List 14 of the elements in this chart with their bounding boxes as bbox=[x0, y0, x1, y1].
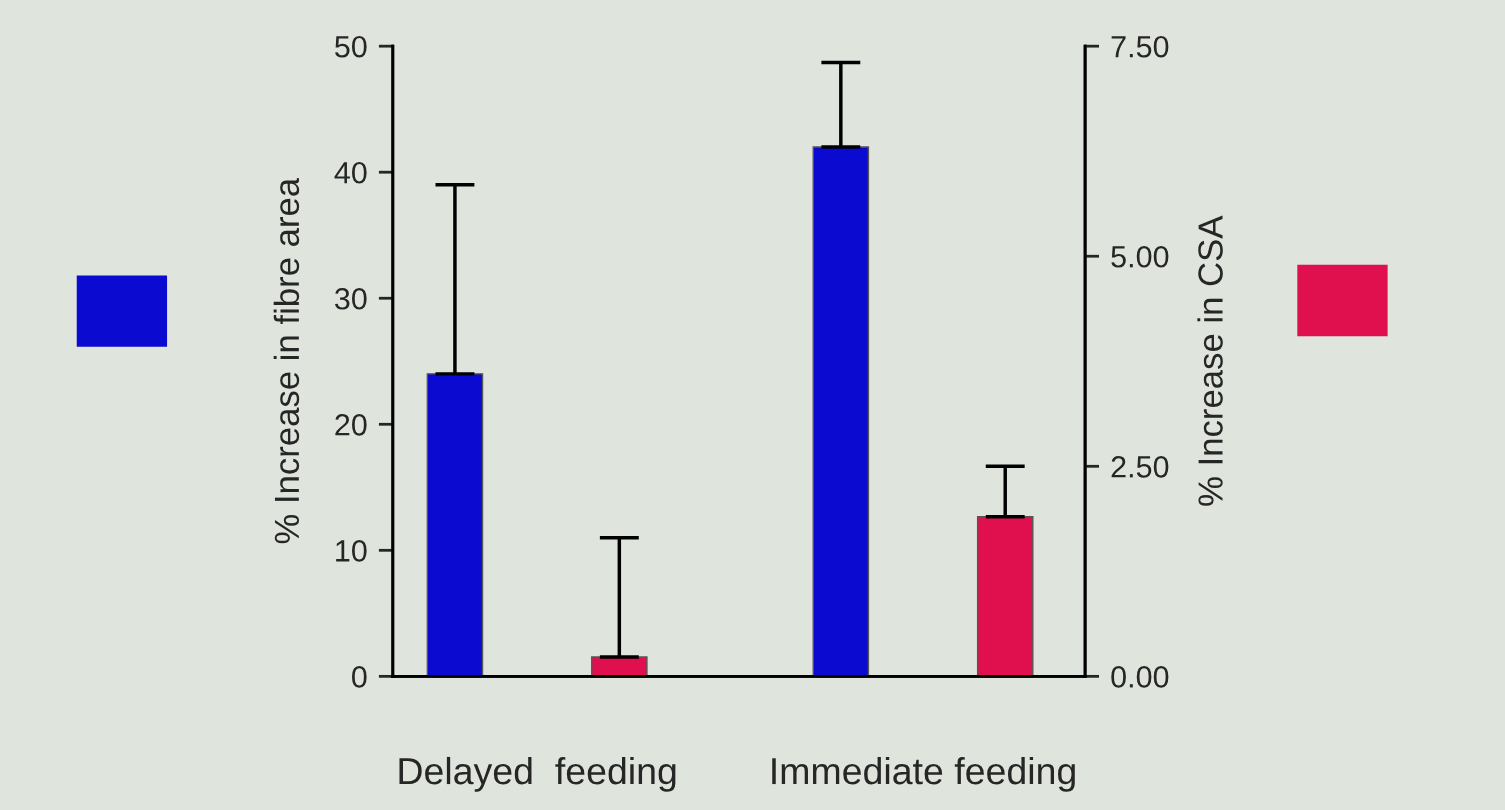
y-tick-label: 10 bbox=[336, 540, 367, 562]
y2-tick-label: 2.50 bbox=[1111, 456, 1169, 478]
y-tick-label: 50 bbox=[335, 35, 367, 58]
x-tick-label: Immediate feeding bbox=[772, 756, 1075, 792]
y-tick-label: 20 bbox=[335, 414, 367, 436]
y2-tick-label: 0.00 bbox=[1111, 666, 1169, 688]
x-tick-label: Delayed feeding bbox=[399, 756, 676, 792]
y2-tick-label: 7.50 bbox=[1111, 35, 1169, 58]
y2-tick-label: 5.00 bbox=[1111, 245, 1169, 268]
y2-axis-title: % Increase in CSA bbox=[1197, 215, 1223, 506]
y-tick-label: 0 bbox=[352, 666, 367, 688]
y-tick-label: 40 bbox=[334, 161, 367, 184]
y-axis-title: % Increase in fibre area bbox=[273, 177, 300, 544]
y-tick-label: 30 bbox=[334, 287, 367, 310]
